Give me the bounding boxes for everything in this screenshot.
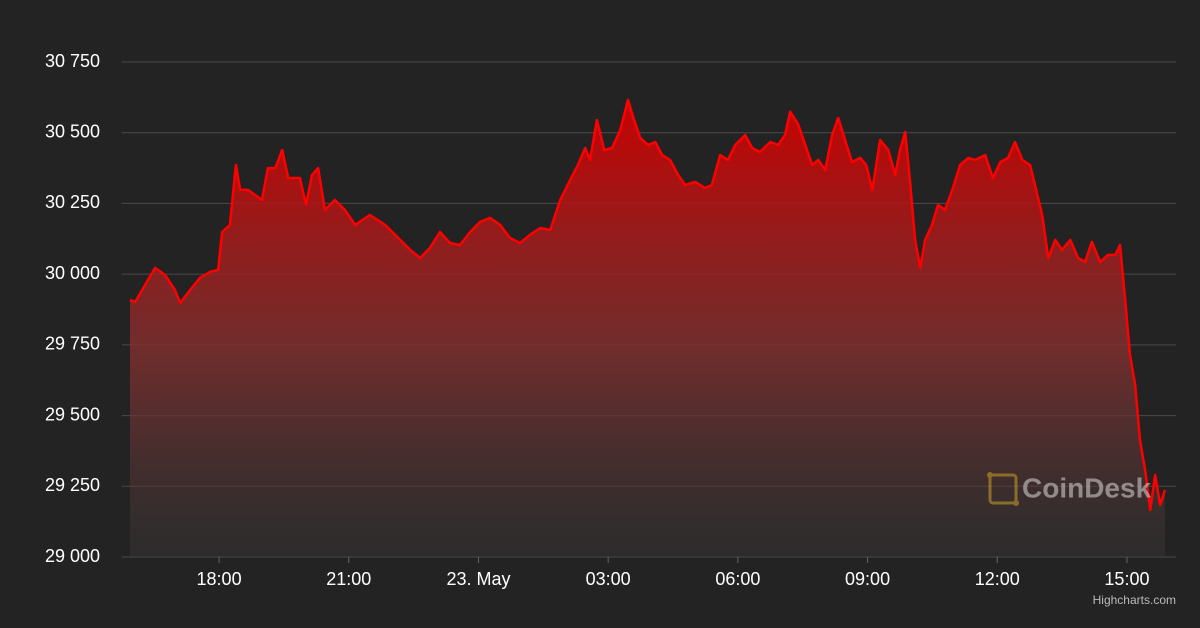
watermark-group: CoinDesk	[987, 472, 1152, 506]
y-tick-label: 30 750	[45, 51, 100, 71]
credits: Highcharts.com	[1093, 593, 1176, 607]
y-tick-label: 29 750	[45, 334, 100, 354]
y-tick-label: 30 250	[45, 192, 100, 212]
watermark-icon-dot	[1013, 500, 1019, 506]
plot	[129, 98, 1167, 558]
x-tick-label: 12:00	[975, 569, 1020, 589]
watermark-text: CoinDesk	[1022, 472, 1152, 503]
watermark-icon	[988, 473, 1018, 505]
y-tick-label: 30 000	[45, 263, 100, 283]
y-tick-label: 29 500	[45, 404, 100, 424]
line	[129, 98, 1167, 512]
y-tick-label: 30 500	[45, 121, 100, 141]
area	[130, 99, 1165, 558]
x-tick-label: 23. May	[446, 569, 510, 589]
y-tick-label: 29 250	[45, 475, 100, 495]
x-tick-label: 21:00	[326, 569, 371, 589]
x-tick-label: 06:00	[715, 569, 760, 589]
y-tick-label: 29 000	[45, 546, 100, 566]
x-tick-label: 18:00	[197, 569, 242, 589]
watermark-icon-dot	[987, 472, 993, 478]
x-tick-label: 03:00	[586, 569, 631, 589]
x-tick-label: 15:00	[1104, 569, 1149, 589]
x-tick-label: 09:00	[845, 569, 890, 589]
